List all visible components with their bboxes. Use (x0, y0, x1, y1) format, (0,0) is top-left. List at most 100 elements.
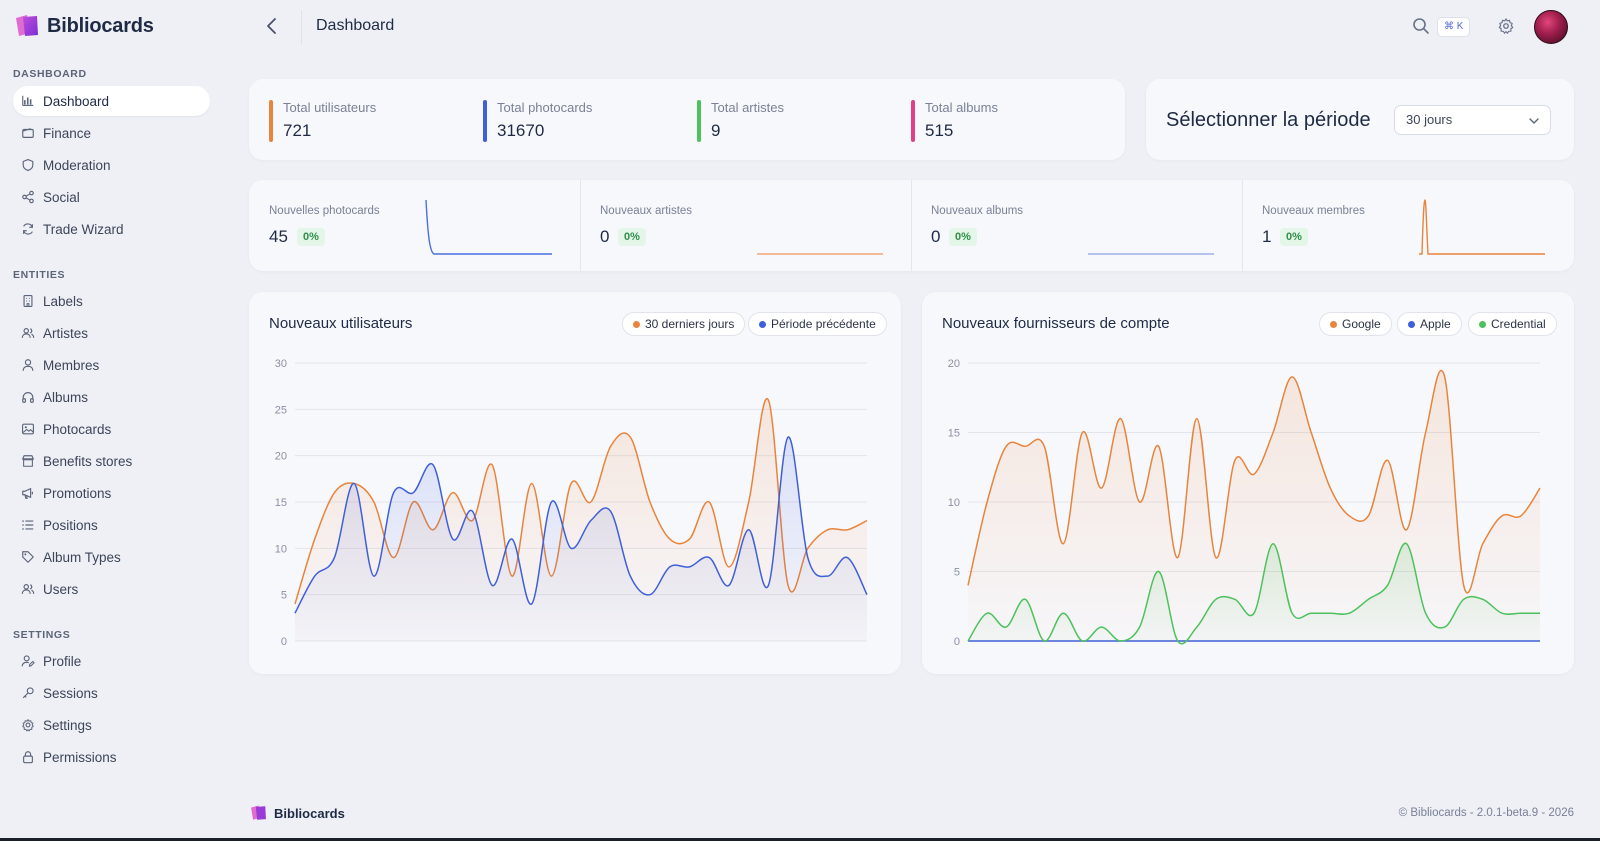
megaphone-icon (21, 486, 35, 500)
bibliocards-logo-icon (251, 805, 266, 820)
sidebar-item-artistes[interactable]: Artistes (13, 318, 210, 348)
sidebar-item-label: Positions (43, 517, 98, 533)
legend-dot (759, 321, 766, 328)
legend-item[interactable]: Google (1319, 312, 1392, 336)
chart-title: Nouveaux fournisseurs de compte (942, 315, 1170, 332)
new-items-card: Nouvelles photocards 45 0% Nouveaux artiste… (249, 180, 1574, 271)
list-icon (21, 518, 35, 532)
sidebar-item-trade-wizard[interactable]: Trade Wizard (13, 214, 210, 244)
sidebar-item-settings[interactable]: Settings (13, 710, 210, 740)
stat-color-bar (483, 100, 487, 142)
period-title: Sélectionner la période (1166, 109, 1371, 131)
footer-copyright: © Bibliocards - 2.0.1-beta.9 - 2026 (1398, 807, 1574, 819)
sidebar-item-moderation[interactable]: Moderation (13, 150, 210, 180)
share-icon (21, 190, 35, 204)
sidebar-item-positions[interactable]: Positions (13, 510, 210, 540)
avatar[interactable] (1534, 10, 1568, 44)
series-line (967, 369, 1541, 594)
sidebar-item-label: Albums (43, 389, 89, 405)
change-badge: 0% (297, 228, 325, 246)
chart-plot: 0 5 10 15 20 (948, 358, 1541, 648)
tag-icon (21, 550, 35, 564)
series-area (968, 543, 1540, 644)
sidebar-item-label: Trade Wizard (43, 221, 124, 237)
y-tick-label: 30 (275, 358, 287, 370)
legend-dot (1408, 321, 1415, 328)
sidebar-item-photocards[interactable]: Photocards (13, 414, 210, 444)
y-tick-label: 15 (275, 497, 287, 509)
sidebar-item-label: Profile (43, 653, 82, 669)
brand-name: Bibliocards (47, 14, 154, 37)
period-select-value: 30 jours (1406, 112, 1453, 127)
sidebar-item-label: Photocards (43, 421, 112, 437)
legend-item[interactable]: Credential (1468, 312, 1557, 336)
back-icon[interactable] (262, 15, 282, 37)
divider (911, 180, 912, 271)
new-items-stat: Nouvelles photocards 45 0% (249, 180, 580, 271)
brand[interactable]: Bibliocards (13, 13, 154, 39)
stat-value: 31670 (497, 121, 545, 140)
legend-dot (633, 321, 640, 328)
gear-icon (21, 718, 35, 732)
stat-value: 45 (269, 227, 288, 246)
stat-value: 9 (711, 121, 721, 140)
search-shortcut[interactable]: ⌘ K (1437, 17, 1471, 37)
sparkline (1088, 253, 1214, 255)
totals-card: Total utilisateurs 721 Total photocards 316… (249, 79, 1125, 160)
sidebar-item-finance[interactable]: Finance (13, 118, 210, 148)
stat-color-bar (697, 100, 701, 142)
y-tick-label: 20 (948, 358, 960, 370)
gear-icon[interactable] (1497, 17, 1515, 35)
sidebar-item-permissions[interactable]: Permissions (13, 742, 210, 772)
legend-item[interactable]: Période précédente (748, 312, 887, 336)
stat-color-bar (911, 100, 915, 142)
sidebar-item-label: Permissions (43, 749, 117, 765)
wallet-icon (21, 126, 35, 140)
y-tick-label: 25 (275, 404, 287, 416)
new-items-stat: Nouveaux membres 1 0% (1242, 180, 1573, 271)
legend-item[interactable]: 30 derniers jours (622, 312, 746, 336)
users-icon (21, 582, 35, 596)
stat-value: 515 (925, 121, 954, 140)
stat-label: Total albums (925, 100, 998, 115)
divider (1242, 180, 1243, 271)
divider (580, 180, 581, 271)
sidebar-item-dashboard[interactable]: Dashboard (13, 86, 210, 116)
sidebar-item-users[interactable]: Users (13, 574, 210, 604)
sidebar-item-labels[interactable]: Labels (13, 286, 210, 316)
new-items-stat: Nouveaux artistes 0 0% (580, 180, 911, 271)
legend-item[interactable]: Apple (1397, 312, 1462, 336)
sidebar-item-sessions[interactable]: Sessions (13, 678, 210, 708)
chart-title: Nouveaux utilisateurs (269, 315, 413, 332)
legend-label: 30 derniers jours (645, 317, 735, 331)
search-icon[interactable] (1412, 17, 1430, 35)
bar-chart-icon (21, 94, 35, 108)
change-badge: 0% (1280, 228, 1308, 246)
legend-label: Apple (1420, 317, 1451, 331)
sidebar-item-album-types[interactable]: Album Types (13, 542, 210, 572)
y-tick-label: 0 (954, 636, 960, 648)
sidebar-item-membres[interactable]: Membres (13, 350, 210, 380)
sidebar-item-label: Promotions (43, 485, 112, 501)
legend-label: Google (1342, 317, 1381, 331)
sidebar-item-albums[interactable]: Albums (13, 382, 210, 412)
stat-color-bar (269, 100, 273, 142)
header-divider (301, 10, 302, 44)
y-tick-label: 15 (948, 428, 960, 440)
footer-brand-name: Bibliocards (274, 805, 345, 821)
sidebar-item-promotions[interactable]: Promotions (13, 478, 210, 508)
sidebar-section-title: SETTINGS (13, 629, 71, 641)
stat-value: 1 (1262, 227, 1272, 246)
sidebar-item-social[interactable]: Social (13, 182, 210, 212)
stat-label: Nouveaux membres (1262, 205, 1365, 217)
change-badge: 0% (618, 228, 646, 246)
sidebar-item-label: Social (43, 189, 80, 205)
footer-brand[interactable]: Bibliocards (249, 804, 345, 822)
sidebar-item-profile[interactable]: Profile (13, 646, 210, 676)
period-select[interactable]: 30 jours (1394, 105, 1551, 135)
stat-value: 721 (283, 121, 312, 140)
sidebar: Bibliocards DASHBOARD Dashboard Finance Mod… (0, 0, 224, 841)
sidebar-item-benefits-stores[interactable]: Benefits stores (13, 446, 210, 476)
sidebar-item-label: Moderation (43, 157, 111, 173)
legend-label: Credential (1491, 317, 1546, 331)
